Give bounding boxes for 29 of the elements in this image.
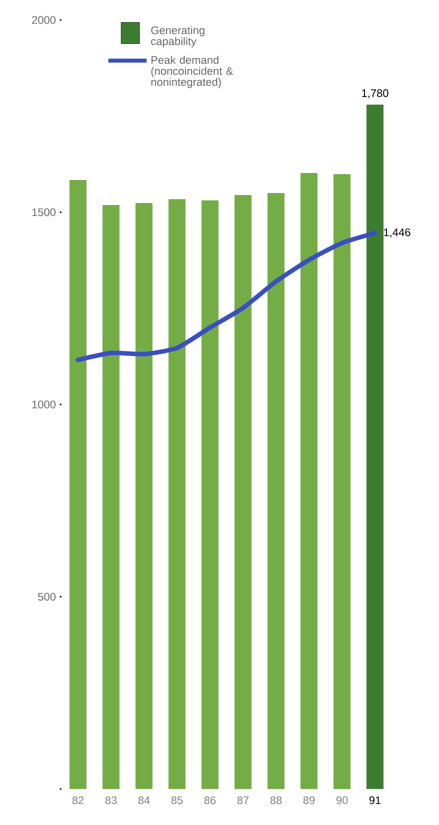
bar [136, 203, 152, 789]
x-tick-label: 89 [303, 796, 315, 804]
x-tick-label: 87 [237, 796, 249, 804]
legend-label: Generating capability [151, 26, 204, 48]
data-label: 1,780 [362, 89, 388, 98]
bar [366, 104, 384, 789]
x-tick-label: 83 [105, 796, 117, 804]
x-tick-label: 86 [204, 796, 216, 804]
x-tick-label: 85 [171, 796, 183, 804]
x-tick-label: 88 [270, 796, 282, 804]
bar [168, 199, 186, 789]
bar [300, 173, 318, 789]
x-tick-label: 91 [369, 796, 381, 804]
x-tick-label: 82 [72, 796, 84, 804]
bar [202, 200, 219, 789]
bar [234, 194, 252, 789]
y-tick-label: 2000 [32, 16, 56, 24]
x-tick-label: 84 [138, 796, 150, 804]
y-tick-label: 1000 [32, 400, 56, 408]
bar [334, 174, 351, 789]
x-tick-label: 90 [336, 796, 348, 804]
y-tick-label: 1500 [32, 208, 56, 216]
bar [102, 204, 120, 789]
bar [268, 193, 285, 789]
data-label: 1,446 [384, 228, 410, 238]
line-series [76, 230, 378, 362]
y-tick-label: 500 [38, 592, 56, 601]
legend-label: Peak demand (noncoincident & nonintegrated) [151, 56, 233, 88]
bar [70, 180, 86, 789]
